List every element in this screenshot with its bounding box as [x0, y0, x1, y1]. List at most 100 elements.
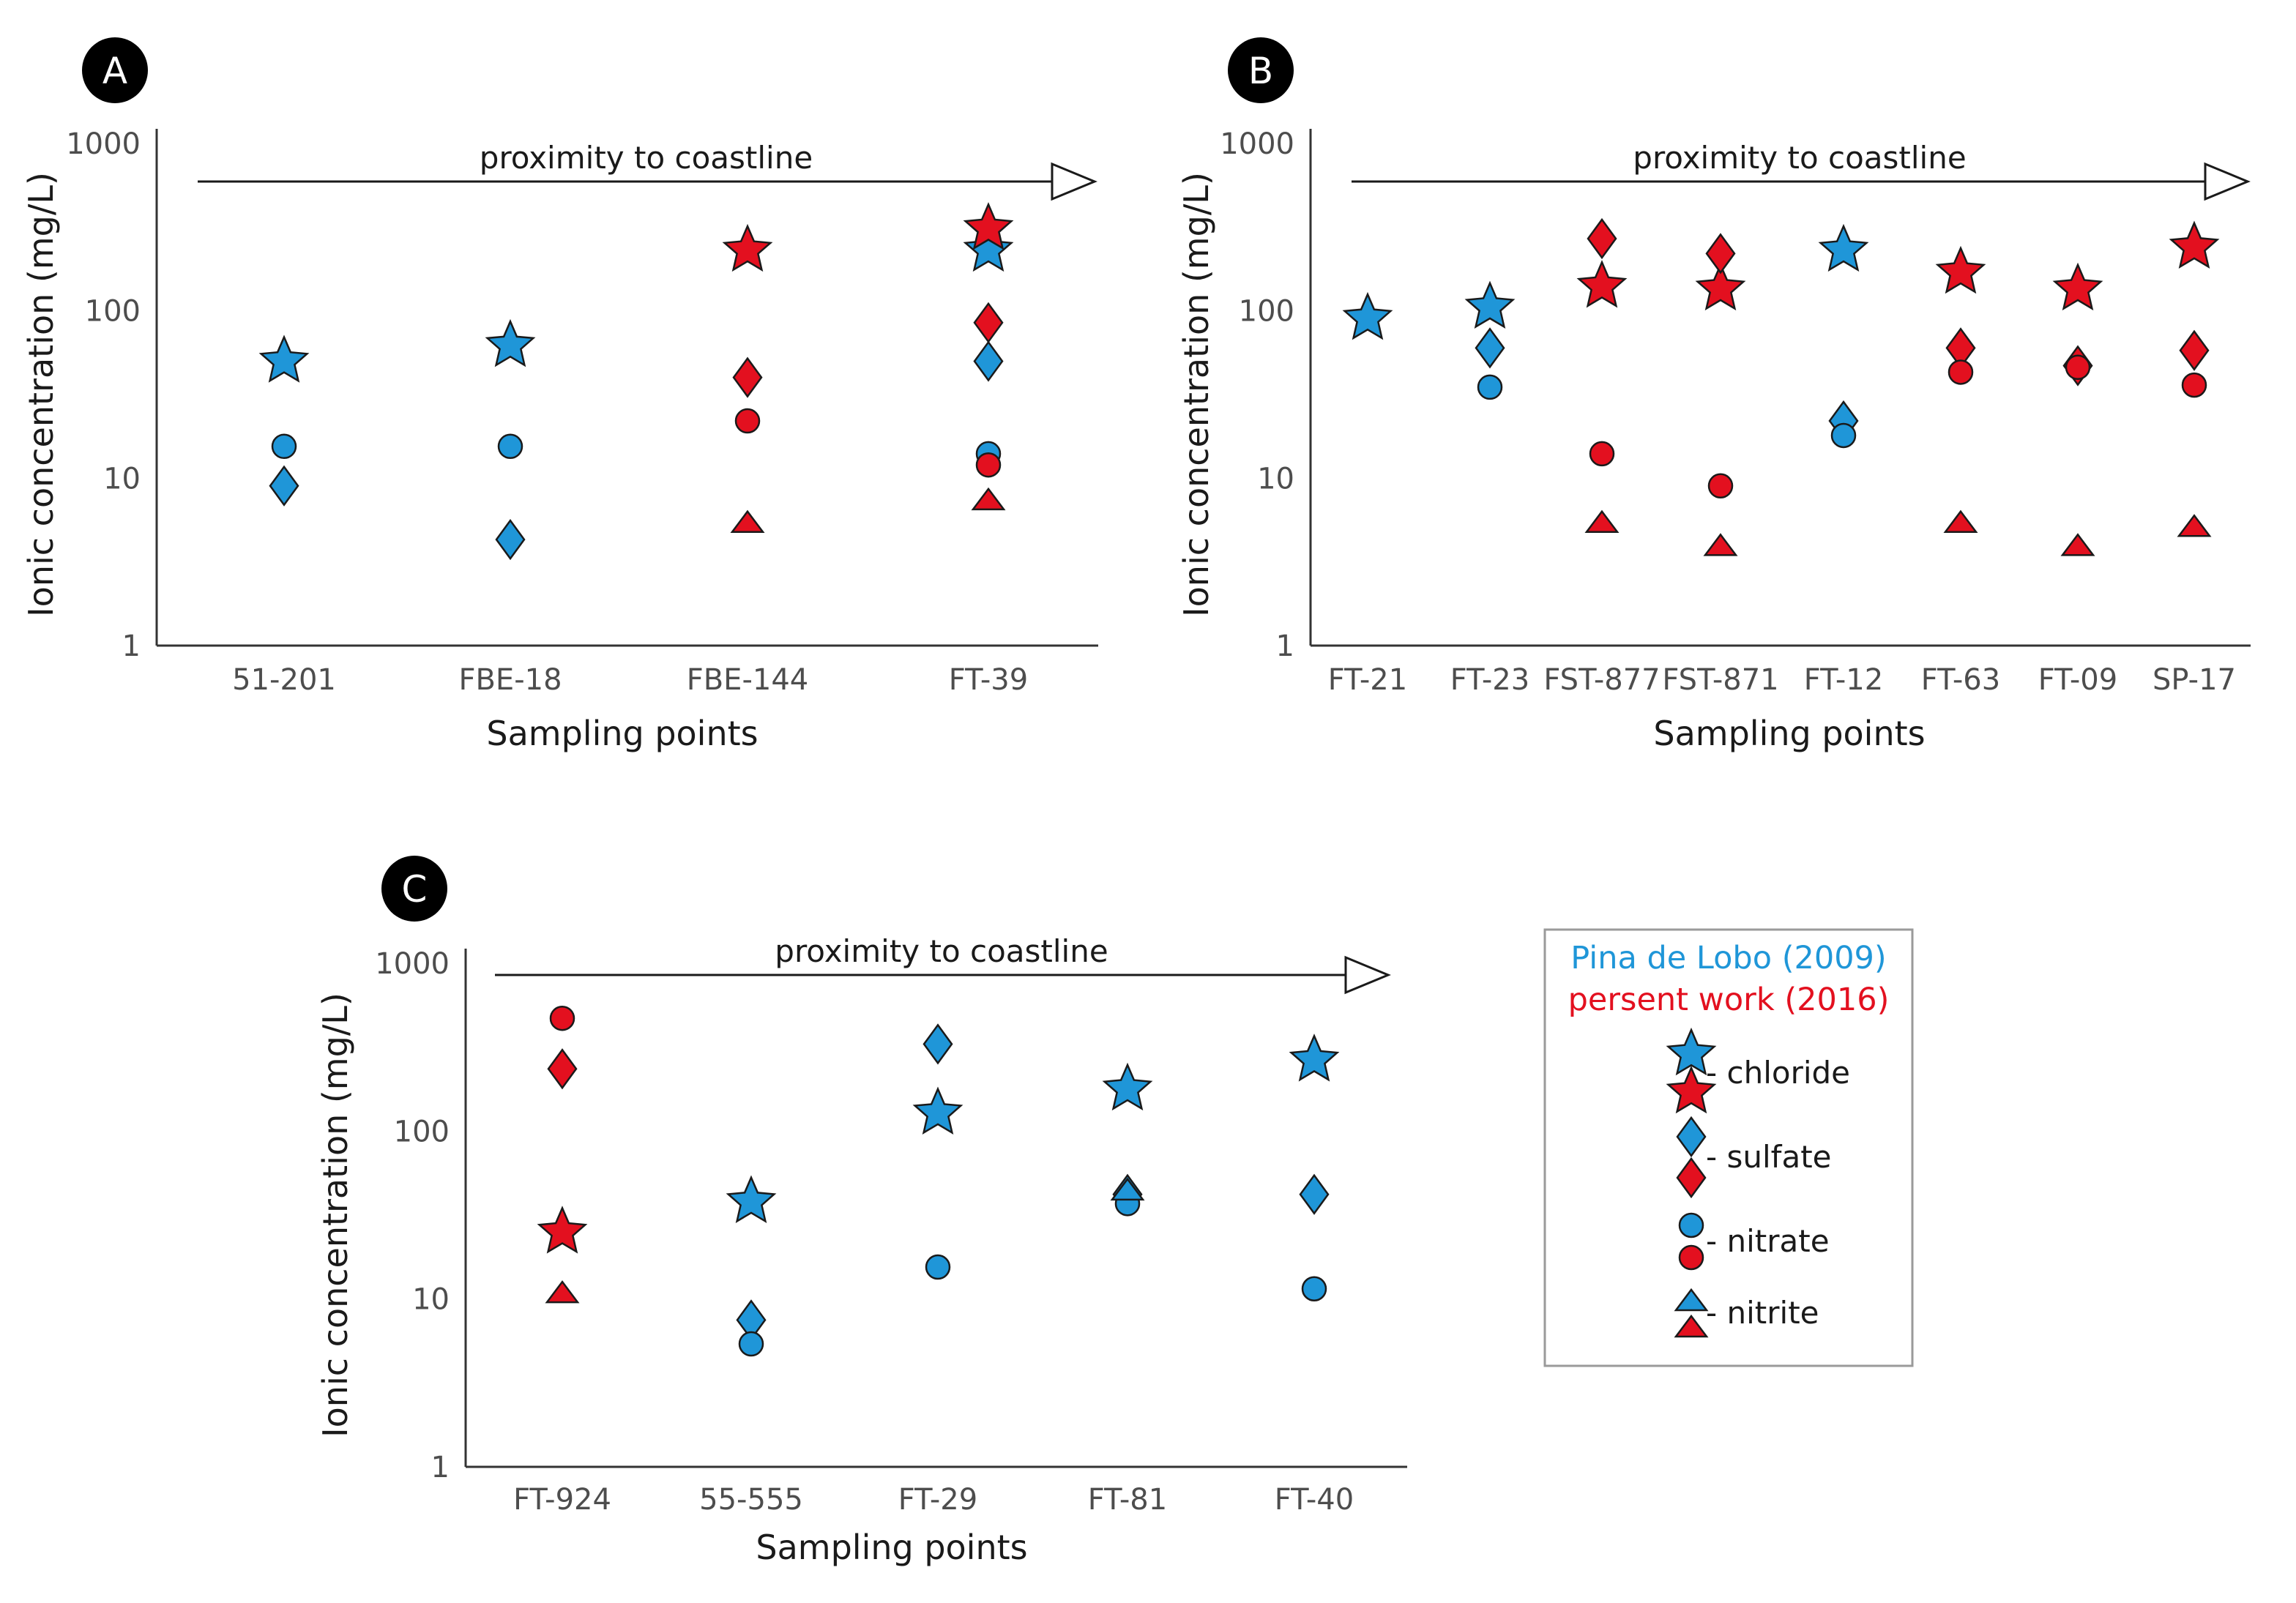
data-point-chloride [1818, 223, 1869, 272]
y-tick-label: 1000 [1220, 127, 1294, 161]
x-tick-label: 55-555 [699, 1483, 803, 1517]
data-point-nitrate [925, 1254, 951, 1280]
legend: Pina de Lobo (2009) persent work (2016) - … [1543, 928, 1914, 1367]
y-tick-label: 10 [412, 1283, 450, 1317]
x-axis-title: Sampling points [1653, 714, 1925, 753]
coastline-arrow-head [1344, 955, 1391, 995]
legend-source-label: persent work (2016) [1568, 982, 1890, 1018]
x-tick-label: FST-871 [1662, 663, 1778, 697]
chart-panel-b: B 1000 100 10 1 Ionic concentration (mg/L) FT-… [1177, 37, 2251, 753]
data-point-chloride [1695, 262, 1746, 311]
data-point-chloride [1102, 1062, 1153, 1111]
y-tick-label: 10 [1257, 462, 1294, 496]
y-tick-label: 1 [431, 1451, 450, 1484]
data-point-nitrate [1947, 359, 1974, 385]
legend-star-icon [1666, 1027, 1717, 1076]
x-tick-label: FT-81 [1088, 1483, 1167, 1517]
data-point-sulfate [269, 465, 299, 507]
legend-item-label: - nitrate [1706, 1223, 1830, 1259]
data-point-chloride [2052, 262, 2103, 311]
data-point-chloride [1464, 280, 1516, 329]
data-point-nitrite [1703, 533, 1738, 556]
legend-triangle-icon [1674, 1288, 1709, 1312]
data-point-chloride [726, 1175, 777, 1223]
data-point-chloride [912, 1086, 963, 1135]
legend-circle-icon [1678, 1244, 1704, 1271]
data-point-chloride [1289, 1034, 1340, 1082]
data-point-nitrite [2177, 514, 2212, 537]
data-point-chloride [1935, 245, 1986, 294]
data-point-nitrite [1943, 509, 1978, 533]
data-point-nitrate [549, 1005, 575, 1031]
data-point-sulfate [973, 302, 1004, 343]
data-point-sulfate [2179, 329, 2210, 371]
data-point-nitrite [971, 487, 1006, 511]
panel-badge [1228, 37, 1294, 103]
data-point-nitrite [545, 1280, 580, 1304]
legend-item-label: - sulfate [1706, 1139, 1832, 1175]
x-tick-label: FBE-18 [458, 663, 562, 697]
legend-item-label: - nitrite [1706, 1295, 1819, 1331]
data-point-sulfate [732, 356, 763, 398]
panel-badge [82, 37, 148, 103]
data-point-nitrate [1301, 1276, 1327, 1301]
x-tick-label: SP-17 [2152, 663, 2236, 697]
data-point-nitrate [1830, 422, 1857, 449]
data-point-chloride [963, 202, 1014, 250]
legend-diamond-icon [1676, 1116, 1707, 1158]
x-tick-label: FT-12 [1804, 663, 1883, 697]
y-axis-title: Ionic concentration (mg/L) [21, 172, 61, 617]
data-point-sulfate [1587, 217, 1617, 260]
data-point-sulfate [1299, 1173, 1330, 1215]
chart-panel-a: A 1000 100 10 1 Ionic concentration (mg/L) 51-… [21, 37, 1098, 753]
legend-item-label: - chloride [1706, 1055, 1850, 1091]
data-point-sulfate [495, 519, 526, 561]
chart-panel-c: C 1000 100 10 1 Ionic concentration (mg/L) FT-… [316, 856, 1407, 1567]
y-axis-title: Ionic concentration (mg/L) [316, 993, 355, 1438]
y-tick-label: 1 [1276, 629, 1294, 663]
panel-badge [381, 856, 447, 922]
data-point-chloride [1342, 291, 1393, 340]
x-tick-label: FT-39 [949, 663, 1028, 697]
y-tick-label: 1 [122, 629, 141, 663]
data-point-nitrite [1110, 1177, 1145, 1201]
data-point-nitrite [2060, 533, 2095, 556]
coastline-arrow-head [1051, 162, 1097, 201]
legend-star-icon [1666, 1065, 1717, 1114]
y-tick-label: 10 [103, 462, 141, 496]
panel-label: A [102, 50, 127, 92]
data-point-nitrate [1589, 441, 1615, 467]
x-tick-label: FBE-144 [687, 663, 809, 697]
data-point-chloride [1576, 260, 1628, 308]
coastline-arrow-head [2204, 162, 2251, 201]
data-point-nitrate [1707, 473, 1734, 499]
x-tick-label: FT-63 [1921, 663, 2000, 697]
data-point-chloride [2169, 220, 2220, 269]
x-axis-title: Sampling points [486, 714, 758, 753]
data-point-nitrate [738, 1331, 764, 1357]
x-tick-label: FT-23 [1450, 663, 1529, 697]
data-point-sulfate [922, 1023, 953, 1065]
legend-box [1543, 928, 1914, 1367]
y-tick-label: 1000 [66, 127, 141, 161]
legend-triangle-icon [1674, 1314, 1709, 1338]
data-point-chloride [963, 223, 1014, 272]
x-tick-label: FT-29 [898, 1483, 977, 1517]
panel-label: B [1248, 50, 1273, 92]
data-point-sulfate [973, 340, 1004, 382]
data-point-sulfate [1705, 233, 1736, 274]
data-point-sulfate [547, 1048, 578, 1090]
panel-label: C [402, 868, 428, 911]
y-tick-label: 100 [1239, 295, 1294, 329]
data-point-chloride [537, 1206, 588, 1254]
data-point-nitrate [2181, 372, 2207, 398]
data-point-nitrate [734, 408, 761, 434]
data-point-nitrate [975, 452, 1002, 478]
coastline-arrow-label: proximity to coastline [775, 933, 1108, 969]
coastline-arrow-label: proximity to coastline [480, 140, 813, 176]
x-axis-title: Sampling points [756, 1528, 1027, 1567]
y-tick-label: 1000 [375, 947, 450, 981]
data-point-nitrate [271, 433, 297, 460]
data-point-nitrate [497, 433, 523, 460]
